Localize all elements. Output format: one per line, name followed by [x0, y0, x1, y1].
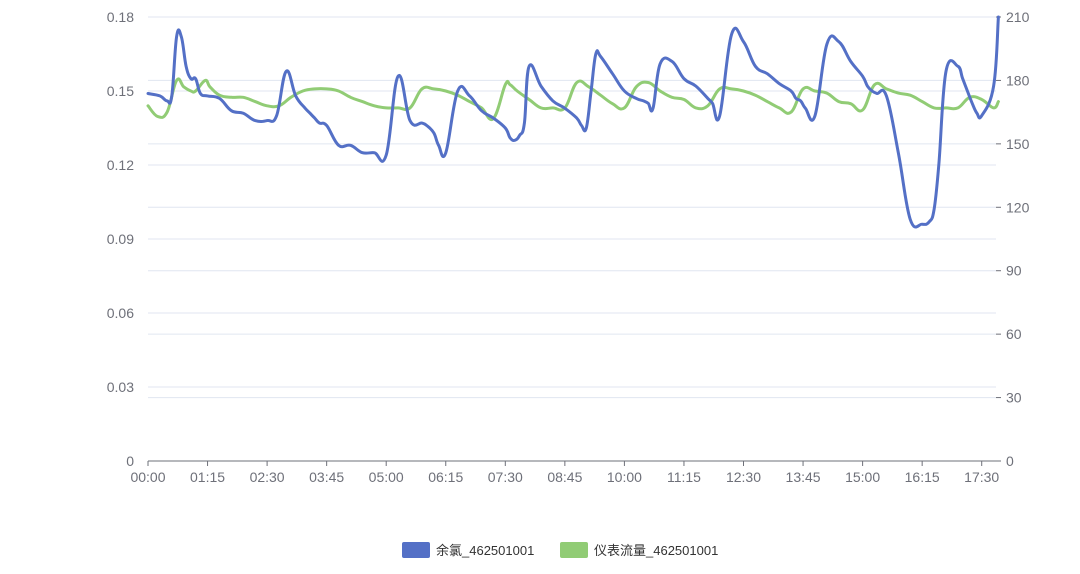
- x-tick-label: 05:00: [369, 469, 404, 485]
- legend-item[interactable]: 仪表流量_462501001: [560, 542, 718, 558]
- legend-label: 余氯_462501001: [436, 543, 534, 558]
- y-right-tick-label: 90: [1006, 263, 1022, 279]
- x-tick-label: 10:00: [607, 469, 642, 485]
- y-right-tick-label: 0: [1006, 453, 1014, 469]
- y-right-tick-label: 150: [1006, 136, 1030, 152]
- y-left-tick-label: 0.18: [107, 9, 134, 25]
- y-left-tick-label: 0.09: [107, 231, 134, 247]
- x-tick-label: 11:15: [667, 469, 701, 485]
- y-right-tick-label: 210: [1006, 9, 1030, 25]
- x-tick-label: 15:00: [845, 469, 880, 485]
- x-tick-label: 00:00: [130, 469, 165, 485]
- y-left-tick-label: 0.03: [107, 379, 134, 395]
- y-right-tick-label: 60: [1006, 326, 1022, 342]
- legend-swatch: [402, 542, 430, 558]
- y-left-tick-label: 0: [126, 453, 134, 469]
- legend-label: 仪表流量_462501001: [594, 543, 718, 558]
- legend[interactable]: 余氯_462501001 仪表流量_462501001: [402, 542, 718, 558]
- x-tick-label: 08:45: [547, 469, 582, 485]
- x-tick-label: 03:45: [309, 469, 344, 485]
- series-line-chlorine: [146, 15, 1000, 229]
- legend-swatch: [560, 542, 588, 558]
- x-tick-label: 01:15: [190, 469, 225, 485]
- x-tick-label: 07:30: [488, 469, 523, 485]
- y-left-tick-label: 0.12: [107, 157, 134, 173]
- legend-item[interactable]: 余氯_462501001: [402, 542, 534, 558]
- y-left-tick-label: 0.06: [107, 305, 134, 321]
- x-tick-label: 06:15: [428, 469, 463, 485]
- x-tick-label: 12:30: [726, 469, 761, 485]
- series-lines: [146, 15, 1000, 229]
- axes: 0 0.03 0.06 0.09 0.12 0.15 0.18 0 30 60 90 120 150 18…: [107, 9, 1030, 485]
- x-tick-label: 02:30: [250, 469, 285, 485]
- x-tick-label: 16:15: [905, 469, 940, 485]
- series-line-flow: [146, 77, 1000, 122]
- grid-lines: [148, 16, 996, 399]
- y-right-tick-label: 30: [1006, 390, 1022, 406]
- x-tick-label: 17:30: [964, 469, 999, 485]
- x-tick-label: 13:45: [786, 469, 821, 485]
- y-left-tick-label: 0.15: [107, 83, 134, 99]
- y-right-tick-label: 180: [1006, 72, 1030, 88]
- y-right-tick-label: 120: [1006, 199, 1030, 215]
